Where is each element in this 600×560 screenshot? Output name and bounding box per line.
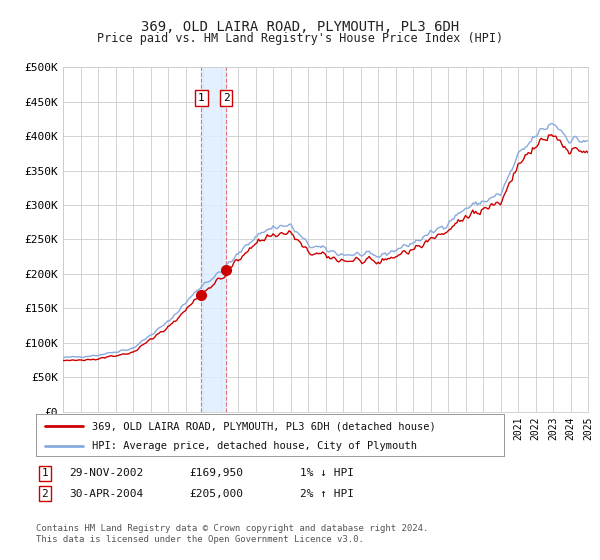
Text: HPI: Average price, detached house, City of Plymouth: HPI: Average price, detached house, City… bbox=[92, 441, 417, 451]
Text: 2% ↑ HPI: 2% ↑ HPI bbox=[300, 489, 354, 499]
Text: Contains HM Land Registry data © Crown copyright and database right 2024.: Contains HM Land Registry data © Crown c… bbox=[36, 524, 428, 533]
Text: 369, OLD LAIRA ROAD, PLYMOUTH, PL3 6DH: 369, OLD LAIRA ROAD, PLYMOUTH, PL3 6DH bbox=[141, 20, 459, 34]
Text: 2: 2 bbox=[41, 489, 49, 499]
Text: 2: 2 bbox=[223, 93, 230, 103]
Text: 1: 1 bbox=[198, 93, 205, 103]
Text: Price paid vs. HM Land Registry's House Price Index (HPI): Price paid vs. HM Land Registry's House … bbox=[97, 32, 503, 45]
Text: £169,950: £169,950 bbox=[189, 468, 243, 478]
Bar bbox=[202, 67, 226, 412]
Text: 369, OLD LAIRA ROAD, PLYMOUTH, PL3 6DH (detached house): 369, OLD LAIRA ROAD, PLYMOUTH, PL3 6DH (… bbox=[92, 421, 436, 431]
Text: This data is licensed under the Open Government Licence v3.0.: This data is licensed under the Open Gov… bbox=[36, 535, 364, 544]
Text: 30-APR-2004: 30-APR-2004 bbox=[69, 489, 143, 499]
Text: 1: 1 bbox=[41, 468, 49, 478]
Text: 1% ↓ HPI: 1% ↓ HPI bbox=[300, 468, 354, 478]
Text: £205,000: £205,000 bbox=[189, 489, 243, 499]
Text: 29-NOV-2002: 29-NOV-2002 bbox=[69, 468, 143, 478]
